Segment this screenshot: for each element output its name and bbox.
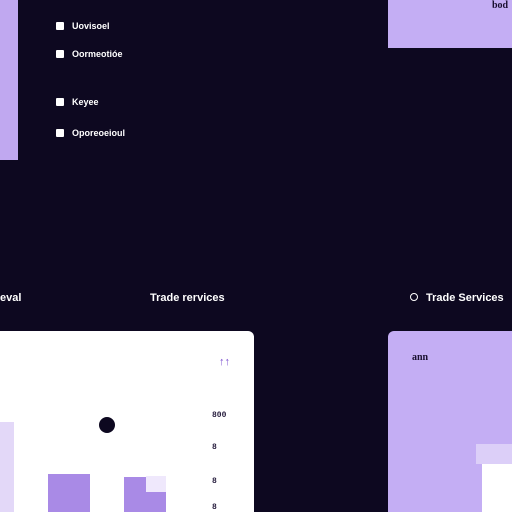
checklist-item[interactable]: Oporeoeioul	[56, 126, 125, 140]
left-accent-panel	[0, 0, 18, 160]
checkbox[interactable]	[56, 129, 64, 137]
checklist-item-label: Uovisoel	[72, 21, 110, 31]
checkbox[interactable]	[56, 98, 64, 106]
checkbox[interactable]	[56, 22, 64, 30]
chart-bar	[0, 422, 14, 512]
checkbox[interactable]	[56, 50, 64, 58]
checklist-item-label: Oormeotióe	[72, 49, 123, 59]
chart-corner-icon[interactable]: ↑↑	[219, 356, 230, 368]
chart-tick-label: 8	[212, 443, 217, 452]
chart-tick-label: 8	[212, 503, 217, 512]
section-title-left: eval	[0, 292, 22, 304]
checklist-item[interactable]: Uovisoel	[56, 19, 110, 33]
right-card-fade	[476, 444, 512, 464]
right-card-block	[482, 464, 512, 512]
right-card-label: ann	[412, 352, 429, 363]
checklist-item-label: Keyee	[72, 97, 99, 107]
section-title-middle: Trade rervices	[150, 292, 225, 304]
section-title-right: Trade Services	[426, 292, 504, 304]
chart-tick-label: 800	[212, 411, 227, 420]
chart-marker	[99, 417, 115, 433]
chart-bar-highlight	[146, 476, 166, 492]
checklist-item[interactable]: Oormeotióe	[56, 47, 123, 61]
radio-icon[interactable]	[410, 293, 418, 301]
checklist-item[interactable]: Keyee	[56, 95, 99, 109]
chart-bar	[48, 474, 90, 512]
top-right-card-label: bod	[492, 0, 509, 11]
chart-tick-label: 8	[212, 477, 217, 486]
top-right-card[interactable]	[388, 0, 512, 48]
checklist-item-label: Oporeoeioul	[72, 128, 126, 138]
